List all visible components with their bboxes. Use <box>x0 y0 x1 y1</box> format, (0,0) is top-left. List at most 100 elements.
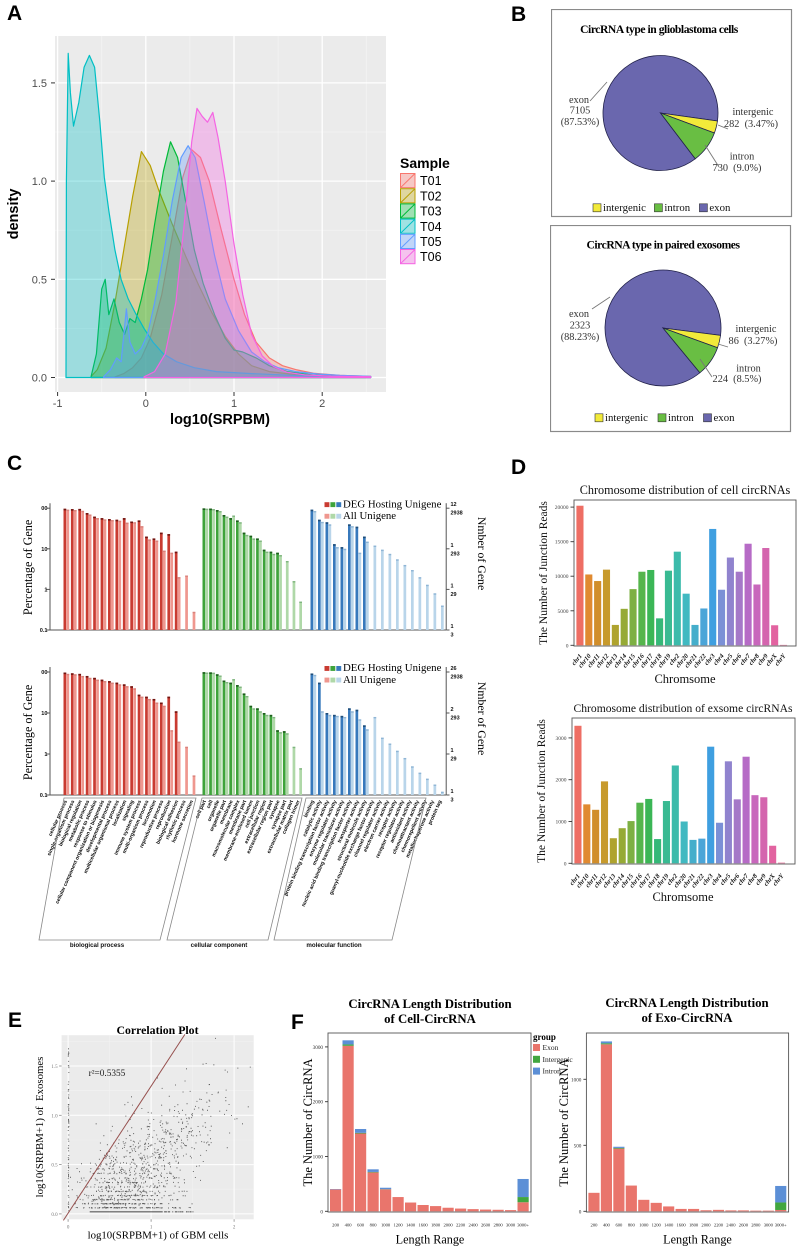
svg-text:2800: 2800 <box>751 1223 761 1228</box>
svg-text:T04: T04 <box>420 220 442 234</box>
svg-text:2800: 2800 <box>494 1223 504 1228</box>
svg-text:400: 400 <box>345 1223 353 1228</box>
svg-text:1.5: 1.5 <box>51 1065 58 1070</box>
svg-text:1000: 1000 <box>556 820 567 826</box>
svg-text:200: 200 <box>332 1223 340 1228</box>
svg-text:2: 2 <box>451 707 454 713</box>
svg-text:2000: 2000 <box>313 1100 324 1106</box>
svg-text:600: 600 <box>615 1223 623 1228</box>
svg-text:chrY: chrY <box>774 652 788 667</box>
svg-text:intergenic: intergenic <box>733 107 774 118</box>
svg-text:2200: 2200 <box>714 1223 724 1228</box>
svg-text:1: 1 <box>451 789 454 795</box>
svg-text:molecular function: molecular function <box>306 942 362 949</box>
svg-text:20000: 20000 <box>555 505 569 511</box>
svg-text:density: density <box>6 189 22 240</box>
svg-text:Nmber of Gene: Nmber of Gene <box>475 517 489 590</box>
svg-text:2000: 2000 <box>444 1223 454 1228</box>
svg-text:1: 1 <box>451 583 454 589</box>
svg-text:3: 3 <box>451 633 454 639</box>
svg-text:0.5: 0.5 <box>51 1164 58 1169</box>
svg-text:chrY: chrY <box>772 872 786 887</box>
svg-text:1600: 1600 <box>419 1223 429 1228</box>
svg-text:1000: 1000 <box>381 1223 391 1228</box>
svg-text:intron: intron <box>730 152 755 163</box>
svg-text:12: 12 <box>451 502 457 508</box>
svg-text:1200: 1200 <box>394 1223 404 1228</box>
svg-text:DEG Hosting Unigene: DEG Hosting Unigene <box>343 662 442 674</box>
svg-text:0: 0 <box>564 861 567 867</box>
svg-text:2: 2 <box>319 398 325 410</box>
svg-text:Correlation Plot: Correlation Plot <box>116 1023 198 1037</box>
svg-text:5000: 5000 <box>558 609 569 615</box>
svg-text:1400: 1400 <box>664 1223 674 1228</box>
svg-text:Chromosome distribution of exs: Chromosome distribution of exsome circRN… <box>574 702 793 715</box>
svg-text:200: 200 <box>591 1223 599 1228</box>
svg-text:3000+: 3000+ <box>517 1223 529 1228</box>
svg-text:1: 1 <box>44 752 47 758</box>
svg-text:7105: 7105 <box>570 106 591 117</box>
svg-text:1000: 1000 <box>313 1155 324 1161</box>
svg-text:29: 29 <box>451 592 457 598</box>
svg-text:Intron: Intron <box>543 1067 562 1076</box>
svg-text:2323: 2323 <box>570 321 591 332</box>
svg-text:730 (9.0%): 730 (9.0%) <box>713 163 762 174</box>
svg-text:intron: intron <box>736 364 761 375</box>
svg-text:Length Range: Length Range <box>663 1233 732 1247</box>
svg-text:2000: 2000 <box>701 1223 711 1228</box>
svg-text:0.5: 0.5 <box>32 274 47 286</box>
svg-text:1200: 1200 <box>652 1223 662 1228</box>
svg-text:Chromosome distribution of cel: Chromosome distribution of cell circRNAs <box>580 483 791 497</box>
svg-text:group: group <box>533 1032 556 1042</box>
svg-text:800: 800 <box>628 1223 636 1228</box>
svg-text:log10(SRPBM): log10(SRPBM) <box>170 412 270 428</box>
svg-text:0: 0 <box>579 1209 582 1215</box>
svg-text:1800: 1800 <box>689 1223 699 1228</box>
svg-text:1.0: 1.0 <box>51 1114 58 1119</box>
svg-text:0: 0 <box>320 1209 323 1215</box>
svg-text:1: 1 <box>451 748 454 754</box>
svg-text:1: 1 <box>44 587 47 593</box>
svg-text:T01: T01 <box>420 174 442 188</box>
svg-text:2600: 2600 <box>481 1223 491 1228</box>
svg-text:2400: 2400 <box>726 1223 736 1228</box>
svg-text:10: 10 <box>41 547 47 553</box>
svg-text:intron: intron <box>668 412 694 424</box>
svg-text:3000: 3000 <box>313 1045 324 1051</box>
svg-text:CircRNA type in paired exosome: CircRNA type in paired exosomes <box>586 239 740 252</box>
svg-text:T06: T06 <box>420 250 442 264</box>
svg-text:cellular component: cellular component <box>191 942 248 949</box>
svg-text:400: 400 <box>603 1223 611 1228</box>
svg-text:29: 29 <box>451 757 457 763</box>
svg-text:2400: 2400 <box>469 1223 479 1228</box>
svg-text:CircRNA Length Distribution: CircRNA Length Distribution <box>605 996 768 1010</box>
svg-text:15000: 15000 <box>555 540 569 546</box>
svg-text:Chromsome: Chromsome <box>654 672 716 686</box>
svg-text:intron: intron <box>664 202 690 214</box>
svg-text:All Unigene: All Unigene <box>343 510 396 522</box>
svg-text:2000: 2000 <box>556 778 567 784</box>
svg-text:2: 2 <box>233 1225 236 1230</box>
svg-text:intergenic: intergenic <box>605 412 648 424</box>
svg-text:intergenic: intergenic <box>736 324 777 335</box>
svg-text:800: 800 <box>370 1223 378 1228</box>
svg-text:T02: T02 <box>420 189 442 203</box>
svg-text:2200: 2200 <box>456 1223 466 1228</box>
svg-text:Percentage of Gene: Percentage of Gene <box>21 685 35 780</box>
svg-text:log10(SRPBM+1) of GBM cells: log10(SRPBM+1) of GBM cells <box>88 1230 229 1242</box>
svg-text:282 (3.47%): 282 (3.47%) <box>724 119 778 130</box>
svg-text:0: 0 <box>566 643 569 649</box>
svg-text:2600: 2600 <box>739 1223 749 1228</box>
svg-text:DEG Hosting Unigene: DEG Hosting Unigene <box>343 498 442 510</box>
svg-text:293: 293 <box>451 716 460 722</box>
svg-text:0.1: 0.1 <box>40 628 48 634</box>
svg-text:intergenic: intergenic <box>603 202 646 214</box>
svg-text:0.1: 0.1 <box>40 793 48 799</box>
svg-text:exon: exon <box>569 309 589 320</box>
svg-text:Intergenic: Intergenic <box>543 1055 574 1064</box>
svg-text:1000: 1000 <box>571 1077 582 1083</box>
svg-text:00: 00 <box>41 670 47 676</box>
svg-text:1.0: 1.0 <box>32 176 47 188</box>
svg-text:Chromsome: Chromsome <box>652 890 714 904</box>
svg-text:exon: exon <box>569 95 589 106</box>
